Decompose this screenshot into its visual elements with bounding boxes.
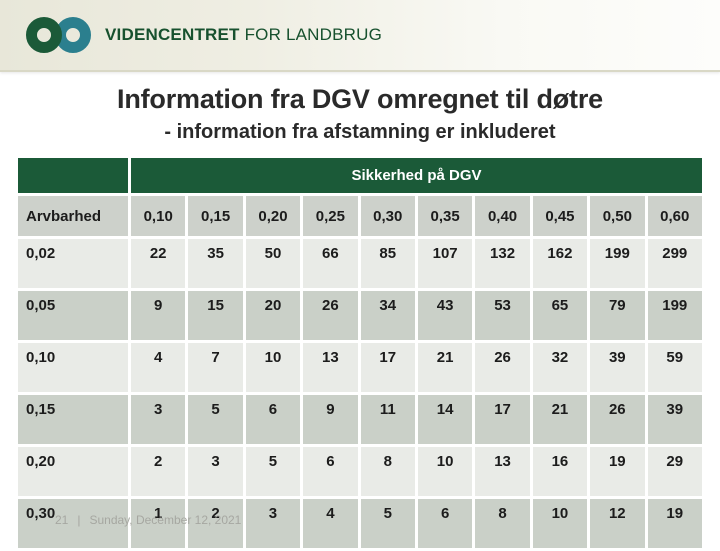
header-banner: VIDENCENTRET FOR LANDBRUG [0, 0, 720, 72]
logo-ring-green-icon [26, 17, 62, 53]
table-cell: 19 [590, 447, 645, 496]
table-cell: 2 [131, 447, 186, 496]
footer-separator: | [77, 513, 81, 527]
table-cell: 17 [360, 343, 415, 392]
table-cell: 19 [647, 499, 702, 548]
table-row: 0,05 9 15 20 26 34 43 53 65 79 199 [18, 291, 702, 340]
table-cell: 10 [245, 343, 301, 392]
table-cell: 65 [532, 291, 588, 340]
page-subtitle: - information fra afstamning er inkluder… [164, 121, 556, 143]
table-cell: 3 [131, 395, 186, 444]
table-cell: 10 [532, 499, 588, 548]
logo-rings-icon [26, 17, 91, 53]
table-cell: 4 [131, 343, 186, 392]
table-cell: 9 [131, 291, 186, 340]
table-cell: 79 [590, 291, 645, 340]
footer-date: Sunday, December 12, 2021 [89, 513, 242, 527]
column-header: 0,15 [188, 196, 243, 236]
row-label: 0,05 [18, 291, 128, 340]
table-cell: 34 [360, 291, 415, 340]
table-cell: 22 [131, 239, 186, 288]
column-header: 0,40 [475, 196, 530, 236]
table-cell: 16 [532, 447, 588, 496]
table-cell: 107 [417, 239, 473, 288]
brand-name-bold: VIDENCENTRET [105, 25, 240, 44]
table-cell: 13 [475, 447, 530, 496]
table-cell: 21 [532, 395, 588, 444]
table-row: 0,10 4 7 10 13 17 21 26 32 39 59 [18, 343, 702, 392]
brand-name: VIDENCENTRET FOR LANDBRUG [105, 25, 382, 45]
table-corner-cell [18, 158, 128, 193]
table-cell: 32 [532, 343, 588, 392]
table-cell: 11 [360, 395, 415, 444]
table-cell: 162 [532, 239, 588, 288]
dgv-conversion-table: Sikkerhed på DGV Arvbarhed 0,10 0,15 0,2… [15, 155, 705, 551]
column-header: 0,20 [245, 196, 301, 236]
table-cell: 29 [647, 447, 702, 496]
column-header: 0,10 [131, 196, 186, 236]
table-cell: 6 [417, 499, 473, 548]
column-header: 0,50 [590, 196, 645, 236]
column-header: 0,35 [417, 196, 473, 236]
column-header: 0,25 [303, 196, 358, 236]
row-label: 0,10 [18, 343, 128, 392]
column-header: 0,45 [532, 196, 588, 236]
table-column-header-row: Arvbarhed 0,10 0,15 0,20 0,25 0,30 0,35 … [18, 196, 702, 236]
table-cell: 12 [590, 499, 645, 548]
column-header: 0,60 [647, 196, 702, 236]
table-cell: 14 [417, 395, 473, 444]
table-row: 0,15 3 5 6 9 11 14 17 21 26 39 [18, 395, 702, 444]
table-cell: 26 [590, 395, 645, 444]
page-number: 21 [55, 513, 69, 527]
row-header-label: Arvbarhed [18, 196, 128, 236]
table-cell: 15 [188, 291, 243, 340]
table-cell: 199 [590, 239, 645, 288]
table-cell: 6 [303, 447, 358, 496]
column-header: 0,30 [360, 196, 415, 236]
table-cell: 50 [245, 239, 301, 288]
table-cell: 3 [245, 499, 301, 548]
table-cell: 7 [188, 343, 243, 392]
table-cell: 132 [475, 239, 530, 288]
row-label: 0,20 [18, 447, 128, 496]
table-green-header-row: Sikkerhed på DGV [18, 158, 702, 193]
table-cell: 35 [188, 239, 243, 288]
table-cell: 5 [188, 395, 243, 444]
table-cell: 53 [475, 291, 530, 340]
table-cell: 10 [417, 447, 473, 496]
table-cell: 20 [245, 291, 301, 340]
table-cell: 9 [303, 395, 358, 444]
table-cell: 5 [245, 447, 301, 496]
table-cell: 17 [475, 395, 530, 444]
table-cell: 21 [417, 343, 473, 392]
table-merged-header: Sikkerhed på DGV [131, 158, 702, 193]
slide-footer: 21 | Sunday, December 12, 2021 [55, 513, 241, 527]
table-cell: 39 [647, 395, 702, 444]
table-cell: 13 [303, 343, 358, 392]
table-cell: 85 [360, 239, 415, 288]
table-row: 0,02 22 35 50 66 85 107 132 162 199 299 [18, 239, 702, 288]
row-label: 0,15 [18, 395, 128, 444]
page-title: Information fra DGV omregnet til døtre [117, 84, 603, 114]
table-cell: 66 [303, 239, 358, 288]
table-cell: 39 [590, 343, 645, 392]
table-row: 0,20 2 3 5 6 8 10 13 16 19 29 [18, 447, 702, 496]
table-cell: 299 [647, 239, 702, 288]
table-cell: 26 [303, 291, 358, 340]
table-cell: 4 [303, 499, 358, 548]
table-cell: 8 [475, 499, 530, 548]
table-cell: 59 [647, 343, 702, 392]
brand-name-rest: FOR LANDBRUG [239, 25, 383, 44]
row-label: 0,02 [18, 239, 128, 288]
table-cell: 8 [360, 447, 415, 496]
table-cell: 43 [417, 291, 473, 340]
table-cell: 26 [475, 343, 530, 392]
table-cell: 199 [647, 291, 702, 340]
table-cell: 5 [360, 499, 415, 548]
table-cell: 6 [245, 395, 301, 444]
table-cell: 3 [188, 447, 243, 496]
